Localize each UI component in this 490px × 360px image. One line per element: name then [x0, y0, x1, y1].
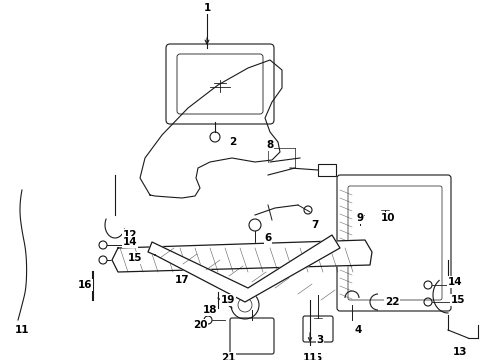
Text: 19: 19: [221, 295, 235, 305]
Text: 7: 7: [311, 220, 318, 230]
Text: 10: 10: [381, 213, 395, 223]
Text: 2: 2: [229, 137, 237, 147]
Text: 22: 22: [385, 297, 399, 307]
Text: 8: 8: [267, 140, 273, 150]
Text: 14: 14: [122, 237, 137, 247]
Text: 13: 13: [453, 347, 467, 357]
Text: 15: 15: [128, 253, 142, 263]
Text: 1: 1: [203, 3, 211, 13]
Text: 5: 5: [315, 353, 321, 360]
Text: 9: 9: [356, 213, 364, 223]
Bar: [318, 164, 336, 176]
Text: 21: 21: [221, 353, 235, 360]
Text: 4: 4: [354, 325, 362, 335]
Text: 11: 11: [303, 353, 317, 360]
Text: 15: 15: [451, 295, 465, 305]
Polygon shape: [112, 240, 372, 272]
Text: 3: 3: [317, 335, 323, 345]
Text: 18: 18: [203, 305, 217, 315]
Text: 17: 17: [175, 275, 189, 285]
Text: 6: 6: [265, 233, 271, 243]
Text: 14: 14: [448, 277, 462, 287]
Text: 11: 11: [15, 325, 29, 335]
Text: 12: 12: [123, 230, 137, 240]
Text: 20: 20: [193, 320, 207, 330]
Text: 16: 16: [78, 280, 92, 290]
Polygon shape: [148, 235, 340, 302]
